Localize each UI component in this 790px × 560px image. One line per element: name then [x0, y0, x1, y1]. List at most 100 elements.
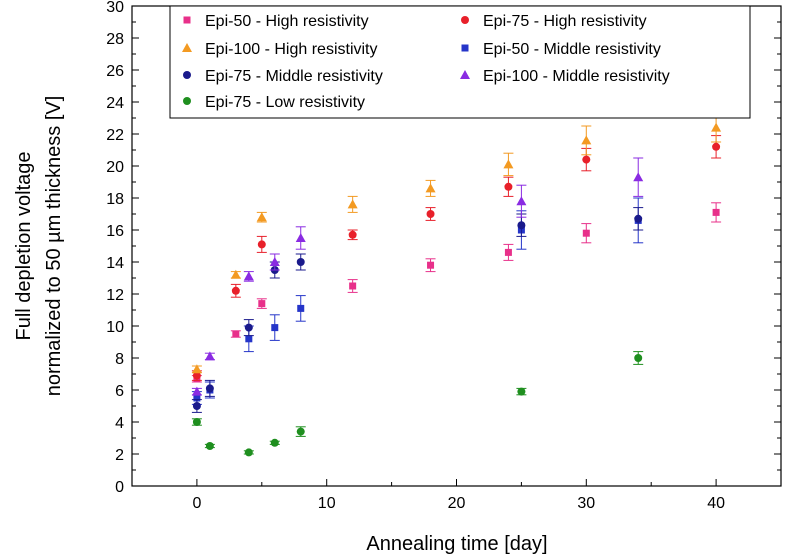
data-point — [191, 386, 202, 396]
y-tick-label: 22 — [106, 127, 124, 144]
y-tick-label: 6 — [115, 383, 124, 400]
data-point — [270, 438, 279, 447]
y-tick-label: 26 — [106, 63, 124, 80]
data-point — [244, 323, 253, 332]
data-point — [712, 208, 720, 216]
y-tick-label: 8 — [115, 351, 124, 368]
data-point — [245, 335, 253, 343]
y-tick-label: 4 — [115, 415, 124, 432]
data-point — [348, 230, 357, 239]
y-tick-label: 16 — [106, 223, 124, 240]
x-tick-label: 30 — [577, 495, 595, 512]
legend-item: Epi-100 - Middle resistivity — [460, 68, 670, 85]
series-5 — [191, 157, 644, 396]
legend: Epi-50 - High resistivity Epi-75 - High r… — [169, 5, 751, 119]
data-point — [634, 214, 643, 223]
data-point — [503, 159, 514, 169]
data-point — [296, 427, 305, 436]
legend-label: Epi-50 - Middle resistivity — [483, 41, 661, 58]
data-point — [295, 233, 306, 242]
series-4 — [191, 207, 644, 413]
x-tick-label: 20 — [448, 495, 466, 512]
y-tick-label: 30 — [106, 0, 124, 16]
x-tick-label: 10 — [318, 495, 336, 512]
legend-item: Epi-75 - Middle resistivity — [183, 68, 383, 85]
legend-marker — [183, 97, 191, 105]
y-tick-label: 18 — [106, 191, 124, 208]
legend-marker — [183, 16, 191, 24]
data-point — [504, 182, 513, 191]
legend-marker — [461, 44, 469, 52]
data-point — [257, 240, 266, 249]
y-axis-title-line1: Full depletion voltage — [13, 151, 35, 340]
legend-label: Epi-50 - High resistivity — [205, 13, 369, 30]
data-point — [192, 418, 201, 426]
y-axis-title-line2: normalized to 50 µm thickness [V] — [43, 96, 65, 397]
y-tick-label: 0 — [115, 479, 124, 496]
data-point — [426, 210, 435, 218]
y-tick-label: 24 — [106, 95, 124, 112]
data-point — [517, 221, 526, 230]
data-point — [425, 183, 436, 193]
data-point — [633, 172, 644, 182]
data-point — [297, 304, 305, 312]
data-point — [634, 354, 643, 362]
data-point — [204, 351, 215, 361]
data-point — [581, 135, 592, 145]
data-point — [192, 402, 201, 410]
legend-label: Epi-75 - Low resistivity — [205, 94, 365, 111]
data-point — [191, 364, 202, 374]
data-point — [427, 261, 435, 269]
data-point — [244, 448, 253, 457]
legend-label: Epi-100 - Middle resistivity — [483, 68, 670, 85]
data-point — [258, 300, 266, 308]
data-point — [232, 330, 240, 338]
data-points — [191, 112, 722, 457]
y-tick-label: 10 — [106, 319, 124, 336]
series-2 — [191, 112, 722, 374]
y-tick-label: 28 — [106, 31, 124, 48]
data-point — [517, 387, 526, 396]
x-tick-label: 0 — [192, 495, 201, 512]
legend-label: Epi-100 - High resistivity — [205, 41, 378, 58]
data-point — [205, 442, 214, 450]
data-point — [193, 394, 201, 402]
legend-item: Epi-75 - High resistivity — [461, 13, 647, 30]
data-point — [582, 155, 591, 164]
data-point — [231, 286, 240, 295]
data-point — [504, 248, 512, 256]
data-point — [296, 258, 305, 266]
data-point — [243, 271, 254, 281]
legend-box — [169, 5, 751, 119]
data-point — [711, 122, 722, 132]
legend-marker — [182, 43, 192, 52]
data-point — [347, 199, 358, 209]
data-point — [205, 384, 214, 393]
legend-marker — [183, 71, 191, 79]
legend-item: Epi-50 - High resistivity — [183, 13, 369, 30]
y-tick-label: 20 — [106, 159, 124, 176]
legend-item: Epi-50 - Middle resistivity — [461, 41, 661, 58]
data-point — [269, 257, 280, 266]
legend-marker — [460, 70, 470, 79]
x-axis-title: Annealing time [day] — [366, 533, 547, 555]
legend-label: Epi-75 - Middle resistivity — [205, 68, 383, 85]
data-point — [256, 212, 267, 222]
data-point — [712, 142, 721, 151]
y-tick-label: 12 — [106, 287, 124, 304]
series-1 — [191, 135, 722, 381]
series-6 — [191, 351, 644, 457]
legend-item: Epi-100 - High resistivity — [182, 41, 378, 58]
data-point — [349, 282, 357, 290]
x-tick-label: 40 — [707, 495, 725, 512]
legend-item: Epi-75 - Low resistivity — [183, 94, 365, 111]
y-tick-label: 14 — [106, 255, 124, 272]
data-point — [271, 324, 279, 332]
data-point — [192, 371, 201, 380]
y-tick-label: 2 — [115, 447, 124, 464]
data-point — [516, 196, 527, 206]
legend-marker — [461, 16, 469, 24]
data-point — [582, 229, 590, 237]
